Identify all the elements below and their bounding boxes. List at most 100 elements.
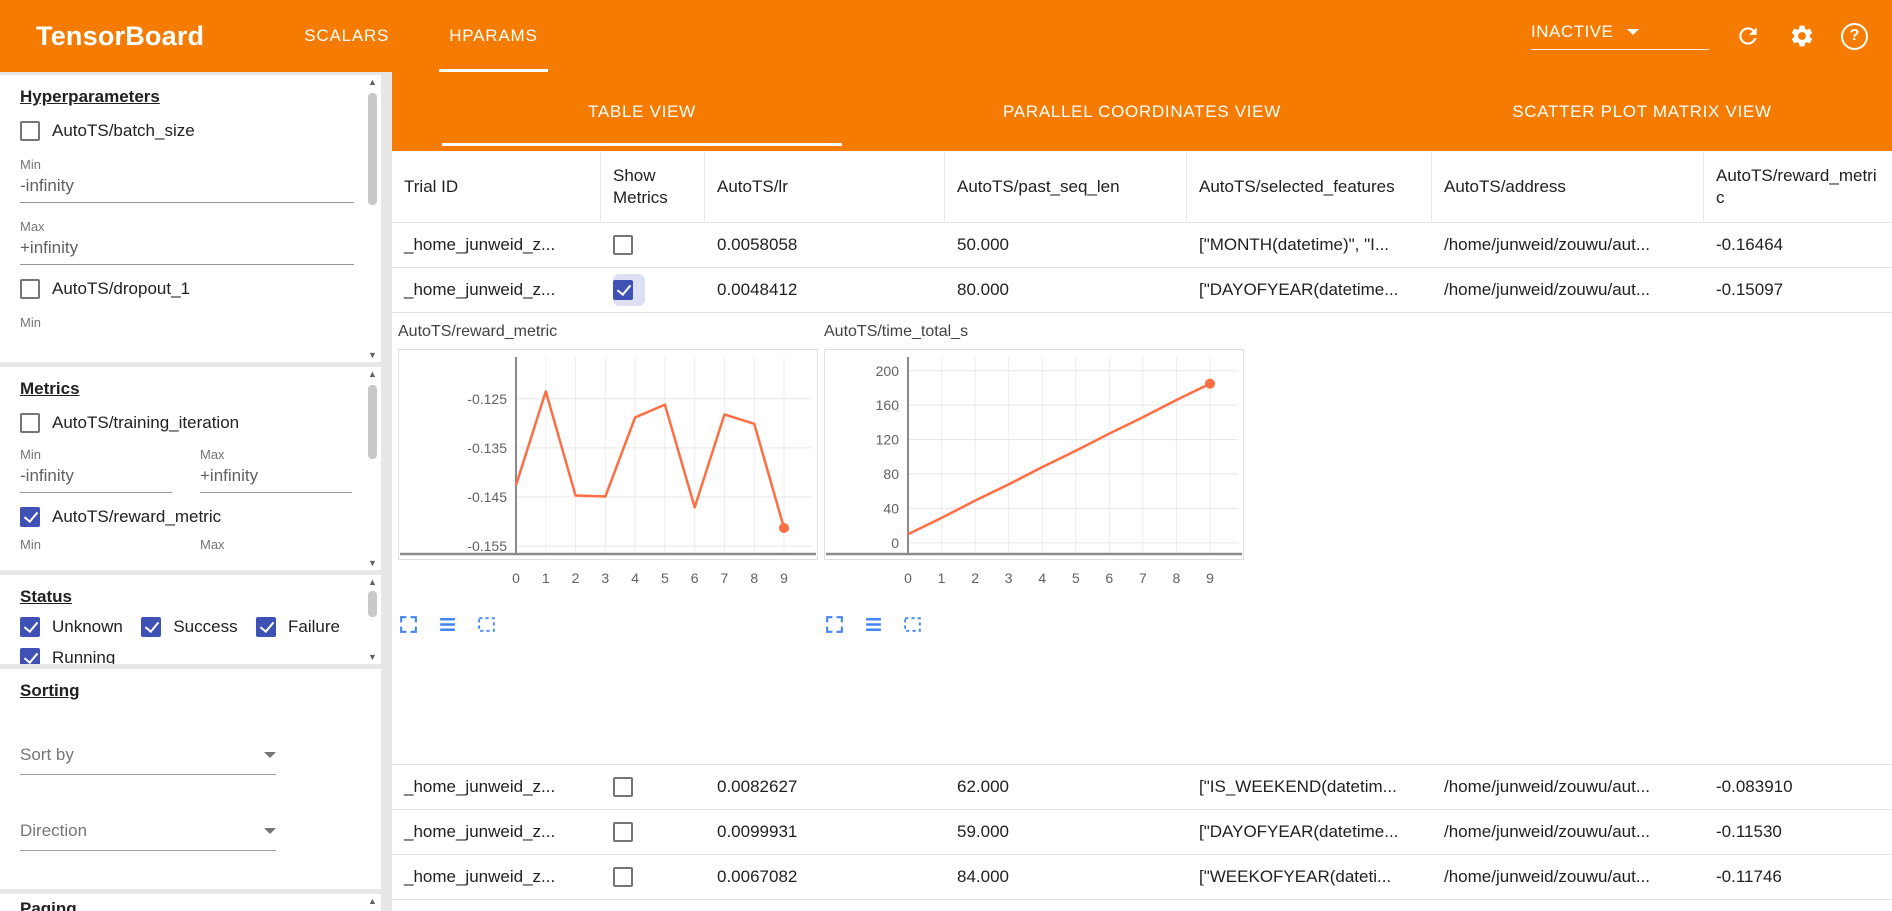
refresh-button[interactable] xyxy=(1733,21,1763,51)
show-metrics-checkbox[interactable] xyxy=(613,822,633,842)
svg-text:-0.155: -0.155 xyxy=(467,538,507,554)
svg-text:7: 7 xyxy=(721,570,729,586)
max-input[interactable]: +infinity xyxy=(200,462,352,493)
reward-metric-cell: -0.11746 xyxy=(1704,855,1892,900)
gear-icon xyxy=(1791,25,1813,47)
chart-toolbar xyxy=(824,614,1248,635)
show-metrics-checkbox[interactable] xyxy=(613,235,633,255)
scroll-down-icon[interactable]: ▼ xyxy=(368,558,377,568)
dropout-checkbox[interactable] xyxy=(20,279,40,299)
hyperparameters-panel: Hyperparameters AutoTS/batch_size Min -i… xyxy=(0,75,381,362)
dashed-box-icon[interactable] xyxy=(476,614,497,635)
svg-text:6: 6 xyxy=(1105,570,1113,586)
selected-features-cell: ["IS_WEEKEND(datetim... xyxy=(1187,765,1432,810)
svg-text:2: 2 xyxy=(971,570,979,586)
tab-table-view[interactable]: TABLE VIEW xyxy=(392,72,892,151)
lr-cell: 0.0048412 xyxy=(705,268,945,313)
hparam-item-batch-size: AutoTS/batch_size xyxy=(20,121,361,141)
direction-value: Direction xyxy=(20,821,88,840)
svg-text:4: 4 xyxy=(1038,570,1046,586)
svg-text:9: 9 xyxy=(780,570,788,586)
past-seq-len-cell: 59.000 xyxy=(945,810,1187,855)
lr-cell: 0.0099931 xyxy=(705,810,945,855)
table-row: _home_junweid_z... 0.0082627 62.000 ["IS… xyxy=(392,765,1892,810)
reward-metric-cell: -0.15097 xyxy=(1704,268,1892,313)
metrics-scrollbar[interactable]: ▲ ▼ xyxy=(365,369,380,568)
selected-features-cell: ["MONTH(datetime)", "I... xyxy=(1187,223,1432,268)
batch-size-min-input[interactable]: -infinity xyxy=(20,172,354,203)
tab-scalars[interactable]: SCALARS xyxy=(304,26,390,45)
running-checkbox[interactable] xyxy=(20,648,40,664)
tab-hparams[interactable]: HPARAMS xyxy=(419,0,567,72)
tab-scatter-plot-matrix-view[interactable]: SCATTER PLOT MATRIX VIEW xyxy=(1512,101,1772,121)
fullscreen-icon[interactable] xyxy=(824,614,845,635)
success-checkbox[interactable] xyxy=(141,617,162,637)
status-option-unknown: Unknown xyxy=(20,617,123,637)
tab-parallel-coordinates-view[interactable]: PARALLEL COORDINATES VIEW xyxy=(1003,101,1281,121)
scroll-down-icon[interactable]: ▼ xyxy=(368,652,377,662)
scroll-down-icon[interactable]: ▼ xyxy=(368,350,377,360)
show-metrics-checkbox[interactable] xyxy=(613,777,633,797)
trial-id-cell: _home_junweid_z... xyxy=(392,765,601,810)
metric-item-reward-metric: AutoTS/reward_metric xyxy=(20,507,361,527)
trial-id-cell: _home_junweid_z... xyxy=(392,855,601,900)
scrollbar-thumb[interactable] xyxy=(368,591,377,617)
reload-status-value: INACTIVE xyxy=(1531,22,1614,41)
svg-text:0: 0 xyxy=(904,570,912,586)
help-button[interactable]: ? xyxy=(1841,22,1868,50)
selected-features-cell: ["WEEKOFYEAR(dateti... xyxy=(1187,855,1432,900)
paging-scrollbar[interactable]: ▲ xyxy=(365,896,380,909)
batch-size-max-input[interactable]: +infinity xyxy=(20,234,354,265)
svg-text:-0.125: -0.125 xyxy=(467,391,507,407)
scroll-up-icon[interactable]: ▲ xyxy=(368,896,377,906)
reload-status-select[interactable]: INACTIVE xyxy=(1531,22,1709,50)
app-title: TensorBoard xyxy=(36,20,205,51)
reward-metric-label: AutoTS/reward_metric xyxy=(52,507,222,526)
reward-metric-line-chart[interactable]: -0.125 -0.135 -0.145 -0.155 0 1 2 3 4 5 6 7 8 9 xyxy=(398,349,822,602)
svg-text:40: 40 xyxy=(883,500,899,516)
batch-size-checkbox[interactable] xyxy=(20,121,40,141)
training-iteration-checkbox[interactable] xyxy=(20,413,40,433)
reward-metric-checkbox[interactable] xyxy=(20,507,40,527)
trial-id-cell: _home_junweid_z... xyxy=(392,810,601,855)
unknown-label: Unknown xyxy=(52,617,123,636)
scrollbar-thumb[interactable] xyxy=(368,385,377,459)
show-metrics-checkbox[interactable] xyxy=(613,867,633,887)
settings-button[interactable] xyxy=(1787,21,1817,51)
status-scrollbar[interactable]: ▲ ▼ xyxy=(365,577,380,662)
hyperparameters-scrollbar[interactable]: ▲ ▼ xyxy=(365,77,380,360)
three-lines-icon[interactable] xyxy=(863,614,884,635)
address-cell: /home/junweid/zouwu/aut... xyxy=(1432,810,1704,855)
sort-by-value: Sort by xyxy=(20,745,74,764)
session-metric-charts: AutoTS/reward_metric -0.125 -0.135 -0.145-… xyxy=(392,313,1892,765)
unknown-checkbox[interactable] xyxy=(20,617,40,637)
svg-text:200: 200 xyxy=(876,363,900,379)
direction-select[interactable]: Direction xyxy=(20,821,276,851)
failure-checkbox[interactable] xyxy=(256,617,277,637)
show-metrics-cell xyxy=(601,223,705,268)
three-lines-icon[interactable] xyxy=(437,614,458,635)
svg-text:-0.145: -0.145 xyxy=(467,489,507,505)
svg-text:80: 80 xyxy=(883,466,899,482)
time-total-line-chart[interactable]: 0 40 80 120 160 200 0 1 2 3 4 5 6 7 8 9 xyxy=(824,349,1248,602)
metrics-title: Metrics xyxy=(20,379,80,398)
col-selected-features: AutoTS/selected_features xyxy=(1187,151,1432,223)
reward-metric-cell: -0.11530 xyxy=(1704,810,1892,855)
selected-features-cell: ["DAYOFYEAR(datetime... xyxy=(1187,268,1432,313)
table-header: Trial ID Show Metrics AutoTS/lr AutoTS/p… xyxy=(392,151,1892,223)
show-metrics-cell xyxy=(601,765,705,810)
main-nav: SCALARS HPARAMS xyxy=(274,0,567,72)
svg-text:-0.135: -0.135 xyxy=(467,440,507,456)
scroll-up-icon[interactable]: ▲ xyxy=(368,369,377,379)
scroll-up-icon[interactable]: ▲ xyxy=(368,77,377,87)
show-metrics-cell xyxy=(601,810,705,855)
show-metrics-checkbox[interactable] xyxy=(613,280,633,300)
scroll-up-icon[interactable]: ▲ xyxy=(368,577,377,587)
dashed-box-icon[interactable] xyxy=(902,614,923,635)
svg-text:120: 120 xyxy=(876,432,900,448)
scrollbar-thumb[interactable] xyxy=(368,93,377,205)
min-input[interactable]: -infinity xyxy=(20,462,172,493)
sort-by-select[interactable]: Sort by xyxy=(20,745,276,775)
fullscreen-icon[interactable] xyxy=(398,614,419,635)
col-lr: AutoTS/lr xyxy=(705,151,945,223)
